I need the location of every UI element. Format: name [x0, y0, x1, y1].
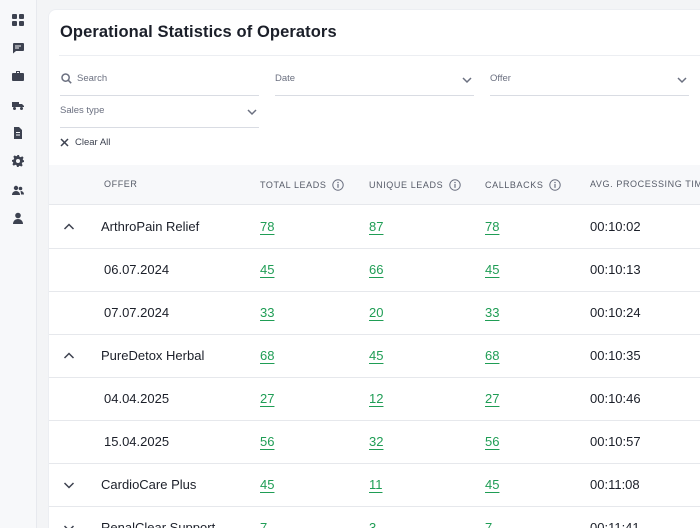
chevron-up-icon[interactable] [62, 349, 76, 363]
row-date: 15.04.2025 [104, 434, 170, 449]
truck-icon[interactable] [12, 99, 24, 111]
row-date: 07.07.2024 [104, 305, 170, 320]
offer-name: RenalClear Support [101, 520, 216, 528]
table-row: 06.07.2024 45 66 45 00:10:13 [49, 249, 700, 292]
total-leads-link[interactable]: 78 [260, 219, 275, 234]
offer-name: ArthroPain Relief [101, 219, 200, 234]
date-placeholder: Date [275, 73, 296, 84]
divider [59, 55, 700, 56]
sales-type-placeholder: Sales type [60, 105, 105, 116]
callbacks-link[interactable]: 7 [485, 520, 493, 528]
callbacks-link[interactable]: 45 [485, 477, 500, 492]
info-icon[interactable] [549, 179, 562, 191]
chevron-up-icon[interactable] [62, 220, 76, 234]
avg-time: 00:10:24 [590, 305, 641, 320]
callbacks-link[interactable]: 56 [485, 434, 500, 449]
users-icon[interactable] [12, 184, 24, 196]
chevron-down-icon [246, 106, 258, 118]
unique-leads-link[interactable]: 11 [369, 477, 383, 492]
offer-name: CardioCare Plus [101, 477, 197, 492]
offer-name: PureDetox Herbal [101, 348, 205, 363]
avg-time: 00:11:41 [590, 520, 640, 528]
search-placeholder: Search [77, 73, 108, 84]
total-leads-link[interactable]: 56 [260, 434, 275, 449]
close-icon [60, 137, 69, 147]
total-leads-link[interactable]: 7 [260, 520, 268, 528]
date-select[interactable]: Date [275, 64, 474, 96]
column-unique-leads[interactable]: UNIQUE LEADS [369, 179, 461, 191]
column-offer[interactable]: OFFER [104, 179, 138, 189]
search-icon [61, 73, 72, 84]
search-input[interactable]: Search [60, 64, 259, 96]
total-leads-link[interactable]: 45 [260, 477, 275, 492]
table-row: 15.04.2025 56 32 56 00:10:57 [49, 421, 700, 464]
avg-time: 00:10:13 [590, 262, 641, 277]
table-header: OFFER TOTAL LEADS UNIQUE LEADS CALLBACKS… [49, 165, 700, 205]
total-leads-link[interactable]: 45 [260, 262, 275, 277]
avg-time: 00:10:46 [590, 391, 641, 406]
chevron-down-icon [461, 74, 473, 86]
unique-leads-link[interactable]: 3 [369, 520, 377, 528]
unique-leads-link[interactable]: 12 [369, 391, 384, 406]
offer-select[interactable]: Offer [490, 64, 689, 96]
message-icon[interactable] [12, 42, 24, 54]
unique-leads-link[interactable]: 20 [369, 305, 384, 320]
stats-card: Operational Statistics of Operators Sear… [48, 9, 700, 528]
table-row-group: RenalClear Support 7 3 7 00:11:41 [49, 507, 700, 528]
callbacks-link[interactable]: 27 [485, 391, 500, 406]
chevron-down-icon[interactable] [62, 521, 76, 528]
table-row-group: PureDetox Herbal 68 45 68 00:10:35 [49, 335, 700, 378]
callbacks-link[interactable]: 33 [485, 305, 500, 320]
column-callbacks[interactable]: CALLBACKS [485, 179, 562, 191]
info-icon[interactable] [449, 179, 461, 191]
unique-leads-link[interactable]: 66 [369, 262, 384, 277]
table-row: 07.07.2024 33 20 33 00:10:24 [49, 292, 700, 335]
info-icon[interactable] [332, 179, 345, 191]
offer-placeholder: Offer [490, 73, 511, 84]
row-date: 04.04.2025 [104, 391, 170, 406]
chevron-down-icon[interactable] [62, 478, 76, 492]
table-row-group: ArthroPain Relief 78 87 78 00:10:02 [49, 206, 700, 249]
briefcase-icon[interactable] [12, 70, 24, 82]
column-total-leads[interactable]: TOTAL LEADS [260, 179, 345, 191]
avg-time: 00:10:02 [590, 219, 641, 234]
document-icon[interactable] [12, 127, 24, 139]
avg-time: 00:10:57 [590, 434, 641, 449]
callbacks-link[interactable]: 68 [485, 348, 500, 363]
total-leads-link[interactable]: 33 [260, 305, 275, 320]
chevron-down-icon [676, 74, 688, 86]
page-title: Operational Statistics of Operators [60, 23, 337, 41]
row-date: 06.07.2024 [104, 262, 170, 277]
callbacks-link[interactable]: 78 [485, 219, 500, 234]
unique-leads-link[interactable]: 87 [369, 219, 384, 234]
avg-time: 00:11:08 [590, 477, 640, 492]
dashboard-icon[interactable] [12, 14, 24, 26]
clear-all-button[interactable]: Clear All [60, 135, 110, 149]
total-leads-link[interactable]: 27 [260, 391, 275, 406]
total-leads-link[interactable]: 68 [260, 348, 275, 363]
sales-type-select[interactable]: Sales type [60, 96, 259, 128]
gear-icon[interactable] [12, 155, 24, 167]
column-avg-processing-time[interactable]: AVG. PROCESSING TIME [590, 179, 700, 189]
unique-leads-link[interactable]: 45 [369, 348, 384, 363]
sidebar [0, 0, 37, 528]
unique-leads-link[interactable]: 32 [369, 434, 384, 449]
user-icon[interactable] [12, 212, 24, 224]
table-row-group: CardioCare Plus 45 11 45 00:11:08 [49, 464, 700, 507]
table-row: 04.04.2025 27 12 27 00:10:46 [49, 378, 700, 421]
callbacks-link[interactable]: 45 [485, 262, 500, 277]
clear-all-label: Clear All [75, 136, 111, 148]
avg-time: 00:10:35 [590, 348, 641, 363]
